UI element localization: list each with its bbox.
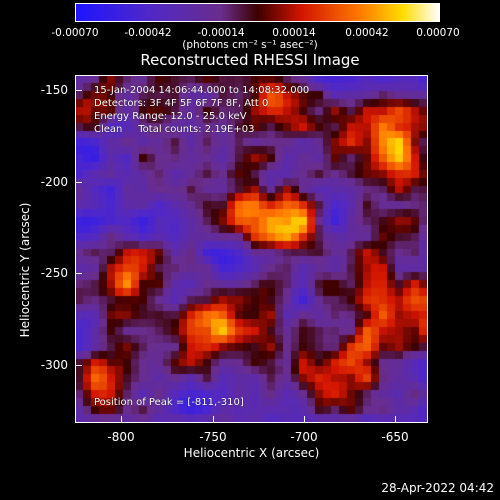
- y-tick-mark: [75, 90, 82, 91]
- x-tick-label: -650: [381, 430, 409, 444]
- colorbar-tick: -0.00042: [124, 27, 172, 39]
- info-counts: Clean Total counts: 2.19E+03: [94, 124, 255, 135]
- image-plot: 15-Jan-2004 14:06:44.000 to 14:08:32.000…: [75, 75, 428, 423]
- x-tick-label: -800: [107, 430, 135, 444]
- info-energy: Energy Range: 12.0 - 25.0 keV: [94, 111, 247, 122]
- colorbar-tick: 0.00070: [416, 27, 460, 39]
- y-tick-label: -300: [40, 358, 68, 372]
- info-peak-position: Position of Peak = [-811,-310]: [94, 397, 244, 408]
- colorbar-units: (photons cm⁻² s⁻¹ asec⁻²): [182, 39, 318, 51]
- x-axis-label: Heliocentric X (arcsec): [183, 446, 320, 460]
- rhessi-image: [76, 76, 427, 422]
- image-title: Reconstructed RHESSI Image: [140, 51, 360, 69]
- x-tick-label: -700: [290, 430, 318, 444]
- y-tick-label: -150: [40, 83, 68, 97]
- colorbar-tick: 0.00014: [272, 27, 316, 39]
- timestamp: 28-Apr-2022 04:42: [381, 481, 494, 495]
- y-tick-mark: [75, 273, 82, 274]
- colorbar: [75, 3, 440, 22]
- x-tick-label: -750: [199, 430, 227, 444]
- colorbar-tick: -0.00014: [197, 27, 245, 39]
- colorbar-tick: 0.00042: [345, 27, 389, 39]
- y-tick-mark: [75, 365, 82, 366]
- y-tick-mark: [75, 182, 82, 183]
- y-axis-label: Heliocentric Y (arcsec): [18, 202, 32, 338]
- colorbar-tick: -0.00070: [51, 27, 99, 39]
- x-tick-mark: [121, 416, 122, 423]
- info-time-range: 15-Jan-2004 14:06:44.000 to 14:08:32.000: [94, 85, 310, 96]
- info-detectors: Detectors: 3F 4F 5F 6F 7F 8F, Att 0: [94, 98, 269, 109]
- y-tick-label: -250: [40, 266, 68, 280]
- y-tick-label: -200: [40, 175, 68, 189]
- x-tick-mark: [213, 416, 214, 423]
- x-tick-mark: [395, 416, 396, 423]
- x-tick-mark: [304, 416, 305, 423]
